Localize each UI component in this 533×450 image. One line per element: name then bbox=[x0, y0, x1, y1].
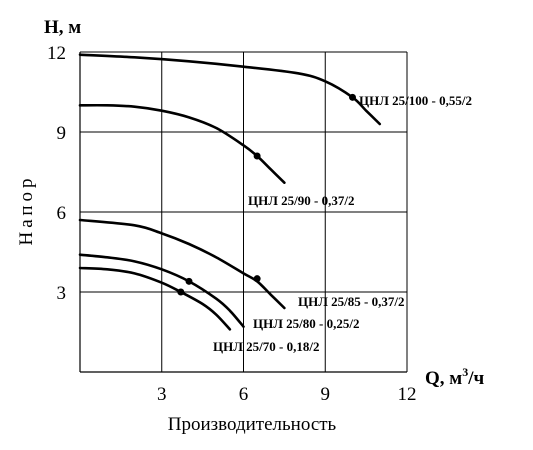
series-label: ЦНЛ 25/80 - 0,25/2 bbox=[253, 316, 359, 331]
series-line bbox=[78, 266, 232, 331]
x-unit-label-tail: /ч bbox=[467, 368, 484, 389]
x-tick-label: 6 bbox=[239, 384, 249, 405]
operating-point-marker bbox=[253, 275, 261, 283]
labels-group: ЦНЛ 25/100 - 0,55/2 ЦНЛ 25/90 - 0,37/2 ЦНЛ… bbox=[213, 93, 472, 354]
x-unit-label-sup: 3 bbox=[462, 365, 468, 379]
y-unit-label: H, м bbox=[44, 17, 81, 38]
series-label: ЦНЛ 25/70 - 0,18/2 bbox=[213, 339, 319, 354]
series-label: ЦНЛ 25/85 - 0,37/2 bbox=[298, 294, 404, 309]
x-tick-label: 12 bbox=[398, 384, 417, 405]
series-group bbox=[78, 53, 382, 331]
y-tick-label: 6 bbox=[57, 203, 67, 224]
x-axis-title: Производительность bbox=[168, 414, 337, 435]
series-label: ЦНЛ 25/90 - 0,37/2 bbox=[248, 193, 354, 208]
x-tick-label: 9 bbox=[321, 384, 331, 405]
series-label: ЦНЛ 25/100 - 0,55/2 bbox=[359, 93, 472, 108]
series-line bbox=[78, 53, 382, 126]
operating-point-marker bbox=[177, 288, 185, 296]
grid: 3 6 9 12 3 6 9 12 bbox=[47, 43, 417, 405]
x-unit-label-base: Q, м bbox=[425, 368, 462, 389]
y-axis-title: Напор bbox=[16, 174, 37, 245]
x-tick-label: 3 bbox=[157, 384, 167, 405]
series-line bbox=[78, 253, 245, 328]
y-tick-label: 12 bbox=[47, 43, 66, 64]
operating-point-marker bbox=[253, 152, 261, 160]
y-tick-label: 9 bbox=[57, 123, 67, 144]
series-line bbox=[78, 103, 286, 184]
x-unit-label: Q, м3/ч bbox=[425, 365, 485, 389]
operating-point-marker bbox=[185, 277, 193, 285]
operating-point-marker bbox=[349, 93, 356, 101]
series-line bbox=[78, 218, 286, 310]
y-tick-label: 3 bbox=[57, 283, 67, 304]
